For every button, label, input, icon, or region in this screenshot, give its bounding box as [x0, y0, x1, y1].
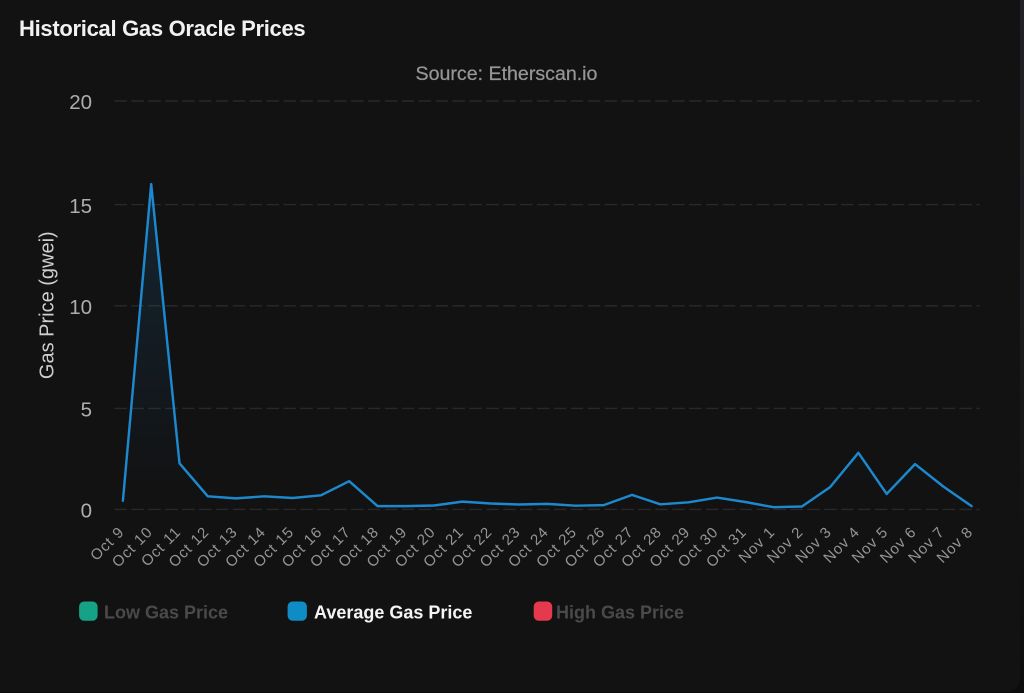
svg-text:10: 10 [69, 296, 92, 319]
svg-text:Gas Price (gwei): Gas Price (gwei) [37, 231, 59, 379]
svg-text:Low Gas Price: Low Gas Price [104, 603, 228, 623]
svg-text:20: 20 [69, 91, 92, 114]
svg-text:High Gas Price: High Gas Price [556, 603, 684, 623]
svg-text:0: 0 [81, 500, 92, 523]
svg-text:Source: Etherscan.io: Source: Etherscan.io [416, 63, 598, 85]
svg-text:Average Gas Price: Average Gas Price [314, 603, 472, 623]
svg-text:15: 15 [69, 195, 92, 218]
svg-text:Historical Gas Oracle Prices: Historical Gas Oracle Prices [19, 16, 305, 41]
svg-text:5: 5 [81, 399, 92, 422]
